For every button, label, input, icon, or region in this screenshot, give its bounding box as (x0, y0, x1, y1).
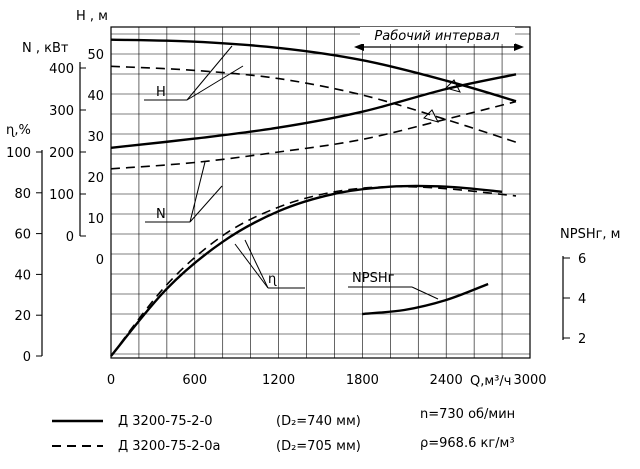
eta-tick-label: 40 (14, 268, 31, 283)
h-point-marker (445, 79, 461, 93)
plot-border (110, 26, 531, 359)
legend-item-1-param: (D₂=740 мм) (276, 414, 361, 429)
legend-item-1: Д 3200-75-2-0 (118, 414, 213, 429)
h-point-marker-2 (423, 109, 439, 123)
eta-tick-label: 0 (23, 350, 31, 365)
x-tick-label: 2400 (430, 373, 463, 388)
working-interval-label: Рабочий интервал (374, 29, 499, 44)
n-tick-label: 0 (66, 230, 74, 245)
series-n-solid (110, 73, 517, 149)
legend-item-2: Д 3200-75-2-0а (118, 439, 221, 454)
working-interval-marker: Рабочий интервал (354, 27, 524, 51)
series-n-dashed (110, 100, 517, 170)
curve-label-eta: ɳ (234, 239, 305, 289)
eta-tick-label: 20 (14, 309, 31, 324)
series-npsh-solid (362, 282, 489, 316)
x-tick-label: 1200 (262, 373, 295, 388)
speed-condition: n=730 об/мин (420, 407, 515, 422)
legend: Д 3200-75-2-0 (D₂=740 мм) Д 3200-75-2-0а… (52, 407, 515, 454)
n-tick-label: 200 (49, 146, 74, 161)
npsh-tick-label: 4 (578, 292, 586, 307)
n-tick-label: 100 (49, 188, 74, 203)
eta-tick-label: 60 (14, 228, 31, 243)
series-eta-dashed (110, 185, 517, 357)
series-h-solid (110, 38, 517, 103)
h-tick-label: 30 (87, 130, 104, 145)
series-h-dashed (110, 65, 517, 143)
curve-label-h: H (144, 45, 244, 101)
h-axis-title: H , м (76, 9, 108, 24)
eta-tick-label: 100 (6, 146, 31, 161)
plot-frame (41, 26, 564, 359)
density-condition: ρ=968.6 кг/м³ (420, 436, 515, 451)
curve-eta-label: ɳ (268, 272, 277, 287)
npsh-tick-label: 2 (578, 332, 586, 347)
eta-axis-title: ɳ,% (6, 123, 31, 138)
h-tick-label: 20 (87, 171, 104, 186)
legend-item-2-param: (D₂=705 мм) (276, 439, 361, 454)
eta-tick-label: 80 (14, 187, 31, 202)
h-tick-label: 10 (87, 212, 104, 227)
curve-label-npsh: NPSHг (348, 271, 439, 300)
h-tick-label: 0 (96, 253, 104, 268)
npsh-tick-label: 6 (578, 252, 586, 267)
curve-h-label: H (156, 85, 166, 100)
curve-label-n: N (145, 161, 223, 223)
grid (110, 27, 531, 358)
x-tick-label: 1800 (346, 373, 379, 388)
h-tick-label: 40 (87, 89, 104, 104)
curve-n-label: N (156, 207, 166, 222)
x-tick-label: 3000 (513, 373, 546, 388)
axis-ticks: 0 600 1200 1800 2400 300001020304050010020030… (6, 48, 586, 388)
curve-npsh-label: NPSHг (352, 271, 395, 286)
series-eta-solid (110, 184, 503, 357)
curves (110, 38, 517, 357)
x-tick-label: 0 (107, 373, 115, 388)
n-tick-label: 300 (49, 104, 74, 119)
x-tick-label: 600 (182, 373, 207, 388)
npsh-axis-title: NPSHг, м (560, 227, 621, 242)
x-axis-title: Q,м³/ч (470, 374, 511, 389)
n-axis-title: N , кВт (22, 41, 69, 56)
n-tick-label: 400 (49, 62, 74, 77)
h-tick-label: 50 (87, 48, 104, 63)
